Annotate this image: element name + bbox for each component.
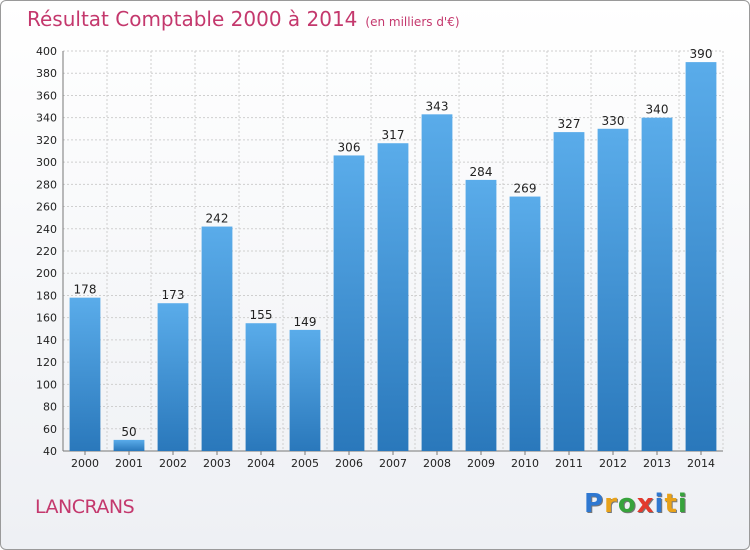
x-tick-label: 2002 bbox=[159, 457, 187, 470]
data-label: 149 bbox=[294, 315, 317, 329]
x-tick-label: 2005 bbox=[291, 457, 319, 470]
data-label: 306 bbox=[338, 140, 361, 154]
x-tick-label: 2013 bbox=[643, 457, 671, 470]
y-tick-label: 260 bbox=[36, 201, 57, 214]
bar bbox=[553, 132, 585, 451]
bar bbox=[465, 179, 497, 451]
x-tick-label: 2014 bbox=[687, 457, 715, 470]
bar bbox=[509, 196, 541, 451]
bar bbox=[289, 329, 321, 451]
y-tick-label: 300 bbox=[36, 156, 57, 169]
y-tick-label: 160 bbox=[36, 312, 57, 325]
data-label: 50 bbox=[121, 425, 136, 439]
logo-letter: t bbox=[664, 489, 678, 519]
bar bbox=[201, 226, 233, 451]
y-tick-label: 120 bbox=[36, 356, 57, 369]
logo-letter: i bbox=[677, 489, 688, 519]
y-tick-label: 100 bbox=[36, 378, 57, 391]
y-tick-label: 340 bbox=[36, 112, 57, 125]
y-tick-label: 220 bbox=[36, 245, 57, 258]
x-tick-label: 2008 bbox=[423, 457, 451, 470]
y-tick-label: 320 bbox=[36, 134, 57, 147]
labels: 178 50 173 242 155 149 306 317 343 284 269 327 330 34… bbox=[74, 47, 713, 439]
logo-letter: x bbox=[636, 489, 655, 519]
logo-letter: P bbox=[584, 489, 605, 519]
y-tick-label: 180 bbox=[36, 289, 57, 302]
logo-letter: r bbox=[604, 489, 618, 519]
bar bbox=[597, 128, 629, 451]
chart-subtitle: (en milliers d'€) bbox=[365, 15, 460, 29]
bar bbox=[377, 143, 409, 451]
data-label: 390 bbox=[690, 47, 713, 61]
y-tick-label: 40 bbox=[43, 445, 57, 458]
chart-title-text: Résultat Comptable 2000 à 2014 bbox=[27, 7, 358, 31]
y-tick-label: 280 bbox=[36, 178, 57, 191]
y-tick-label: 360 bbox=[36, 89, 57, 102]
axes: 40 60 80 100 120 140 160 180 200 220 240 260 280 300 3… bbox=[36, 45, 723, 470]
data-label: 178 bbox=[74, 283, 97, 297]
data-label: 155 bbox=[250, 308, 273, 322]
bar bbox=[421, 114, 453, 451]
y-tick-label: 60 bbox=[43, 423, 57, 436]
bar bbox=[113, 439, 145, 451]
x-tick-label: 2000 bbox=[71, 457, 99, 470]
data-label: 173 bbox=[162, 288, 185, 302]
data-label: 327 bbox=[558, 117, 581, 131]
bar bbox=[157, 303, 189, 451]
x-tick-label: 2006 bbox=[335, 457, 363, 470]
bar bbox=[333, 155, 365, 451]
x-tick-label: 2010 bbox=[511, 457, 539, 470]
bar bbox=[245, 323, 277, 451]
x-tick-label: 2004 bbox=[247, 457, 275, 470]
data-label: 330 bbox=[602, 114, 625, 128]
data-label: 340 bbox=[646, 103, 669, 117]
y-tick-label: 240 bbox=[36, 223, 57, 236]
data-label: 284 bbox=[470, 165, 493, 179]
y-tick-label: 400 bbox=[36, 45, 57, 58]
x-tick-label: 2009 bbox=[467, 457, 495, 470]
data-label: 317 bbox=[382, 128, 405, 142]
logo-letter: i bbox=[654, 489, 665, 519]
logo-letter: o bbox=[617, 489, 637, 519]
proxiti-logo[interactable]: Proxiti bbox=[584, 489, 688, 519]
x-tick-label: 2007 bbox=[379, 457, 407, 470]
x-tick-label: 2003 bbox=[203, 457, 231, 470]
data-label: 242 bbox=[206, 212, 229, 226]
bars bbox=[69, 62, 717, 452]
chart-title: Résultat Comptable 2000 à 2014 (en millie… bbox=[27, 7, 460, 31]
y-tick-label: 140 bbox=[36, 334, 57, 347]
y-tick-label: 80 bbox=[43, 401, 57, 414]
data-label: 343 bbox=[426, 99, 449, 113]
x-tick-label: 2001 bbox=[115, 457, 143, 470]
x-tick-label: 2012 bbox=[599, 457, 627, 470]
bar bbox=[641, 117, 673, 452]
x-tick-label: 2011 bbox=[555, 457, 583, 470]
place-name: LANCRANS bbox=[35, 496, 135, 518]
bar bbox=[685, 62, 717, 451]
y-tick-label: 380 bbox=[36, 67, 57, 80]
data-label: 269 bbox=[514, 182, 537, 196]
bar bbox=[69, 297, 101, 451]
y-tick-label: 200 bbox=[36, 267, 57, 280]
